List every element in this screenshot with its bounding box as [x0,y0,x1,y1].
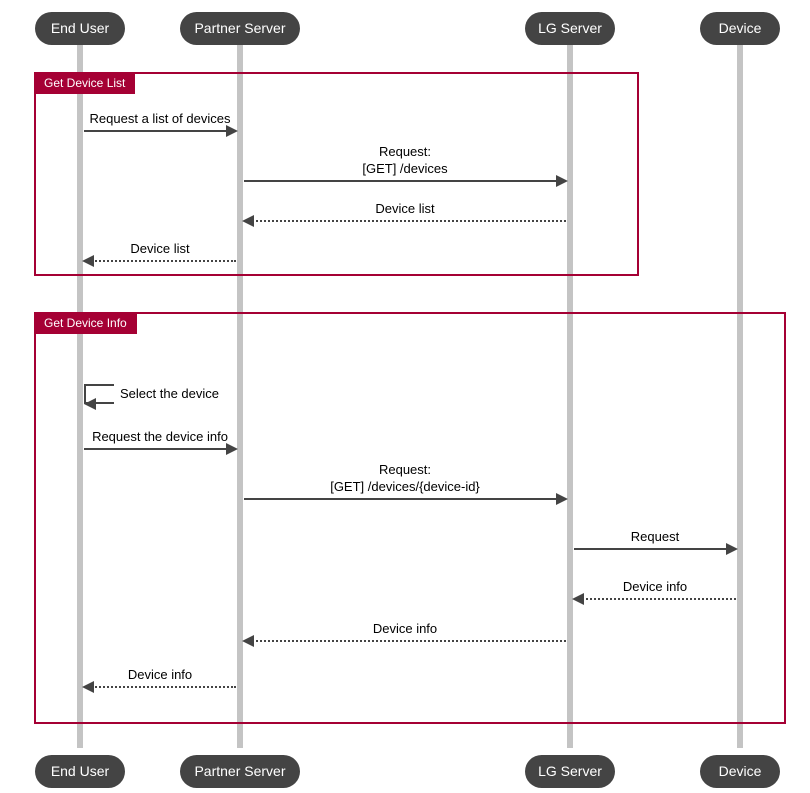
sequence-diagram: End User Partner Server LG Server Device End… [0,0,810,793]
participant-lg-server: LG Server [525,12,615,45]
message-m11-label: Device info [80,667,240,684]
message-m7-label: Request:[GET] /devices/{device-id} [240,462,570,496]
message-m3-label: Device list [240,201,570,218]
message-m1 [84,130,228,132]
message-m9 [582,598,736,600]
participant-partner-server: Partner Server [180,755,300,788]
message-m11 [92,686,236,688]
participant-lg-server: LG Server [525,755,615,788]
message-m8 [574,548,728,550]
participant-partner-server: Partner Server [180,12,300,45]
message-m4 [92,260,236,262]
message-m2 [244,180,558,182]
message-m4-label: Device list [80,241,240,258]
message-m5-label: Select the device [120,386,219,403]
frame-info: Get Device Info [34,312,786,724]
message-m10-label: Device info [240,621,570,638]
message-m6 [84,448,228,450]
message-m10 [252,640,566,642]
message-m9-label: Device info [570,579,740,596]
participant-device: Device [700,755,780,788]
message-m5-head [84,398,96,410]
participant-end-user: End User [35,755,125,788]
message-m2-label: Request:[GET] /devices [240,144,570,178]
message-m7 [244,498,558,500]
message-m8-label: Request [570,529,740,546]
message-m1-label: Request a list of devices [80,111,240,128]
participant-device: Device [700,12,780,45]
participant-end-user: End User [35,12,125,45]
message-m6-label: Request the device info [80,429,240,446]
frame-info-label: Get Device Info [34,312,137,334]
frame-list-label: Get Device List [34,72,135,94]
message-m3 [252,220,566,222]
